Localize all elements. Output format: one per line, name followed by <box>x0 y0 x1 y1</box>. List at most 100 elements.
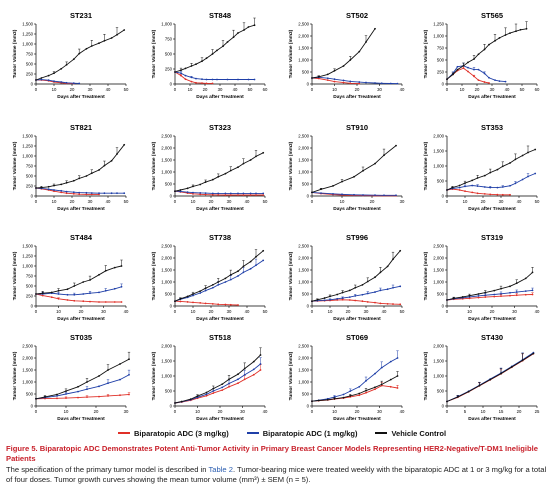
data-point-vehicle <box>379 271 382 274</box>
legend-swatch-vehicle <box>375 432 388 434</box>
data-point-1mg <box>123 192 126 195</box>
data-point-1mg <box>383 194 385 197</box>
chart-st848: ST848 0 250 500 750 1,000 0 10 20 30 40 50 60 Days af… <box>151 11 268 100</box>
y-tick-label: 0 <box>31 82 34 87</box>
x-axis-label: Days after Treatment <box>196 416 244 420</box>
y-tick-label: 500 <box>165 52 173 57</box>
chart-title: ST319 <box>481 233 503 242</box>
data-point-1mg <box>527 175 529 178</box>
x-tick-label: 0 <box>446 199 449 204</box>
data-point-1mg <box>504 80 507 83</box>
data-point-3mg <box>531 293 534 296</box>
data-point-3mg <box>255 194 257 196</box>
x-tick-label: 30 <box>218 87 223 92</box>
series-line-vehicle <box>174 250 264 302</box>
series-line-3mg <box>446 67 490 84</box>
y-tick-label: 2,000 <box>298 34 309 39</box>
x-tick-label: 40 <box>245 309 250 314</box>
data-point-1mg <box>336 297 339 300</box>
x-tick-label: 10 <box>191 309 196 314</box>
data-point-1mg <box>365 379 367 382</box>
y-axis-label: Tumor Volume (mm3) <box>12 141 18 190</box>
y-tick-label: 500 <box>302 292 310 297</box>
x-axis-label: Days after Treatment <box>333 416 381 420</box>
y-tick-label: 1,250 <box>22 144 33 149</box>
data-point-3mg <box>89 300 91 303</box>
data-point-vehicle <box>353 175 355 178</box>
data-point-vehicle <box>174 402 176 404</box>
data-point-1mg <box>120 285 123 288</box>
data-point-vehicle <box>349 59 352 61</box>
x-tick-label: 10 <box>467 309 472 314</box>
y-tick-label: 1,000 <box>433 280 444 285</box>
data-point-3mg <box>399 303 402 306</box>
data-point-1mg <box>262 259 265 262</box>
data-point-vehicle <box>374 276 376 279</box>
data-point-3mg <box>458 189 461 191</box>
data-point-vehicle <box>116 153 118 155</box>
data-point-vehicle <box>73 285 76 287</box>
data-point-1mg <box>180 72 182 75</box>
data-point-1mg <box>374 372 376 375</box>
y-axis-label: Tumor Volume (mm3) <box>12 351 18 400</box>
data-point-3mg <box>473 75 475 78</box>
x-tick-label: 40 <box>245 199 250 204</box>
x-axis-label: Days after Treatment <box>468 94 516 100</box>
data-point-1mg <box>204 192 207 195</box>
x-tick-label: 30 <box>512 309 517 314</box>
x-tick-label: 30 <box>101 309 106 314</box>
data-point-1mg <box>488 76 490 79</box>
data-point-1mg <box>477 295 480 297</box>
data-point-vehicle <box>525 27 528 30</box>
data-point-vehicle <box>189 398 192 400</box>
data-point-1mg <box>89 292 91 295</box>
chart-title: ST821 <box>70 123 92 132</box>
data-point-vehicle <box>500 287 502 290</box>
data-point-3mg <box>496 193 499 196</box>
y-axis-label: Tumor Volume (mm3) <box>151 351 157 400</box>
caption-table-link[interactable]: Table 2 <box>208 465 233 474</box>
y-tick-label: 1,000 <box>22 264 33 269</box>
data-point-1mg <box>116 192 118 195</box>
y-tick-label: 0 <box>31 404 34 409</box>
data-point-1mg <box>195 77 197 80</box>
chart-title: ST565 <box>481 11 503 20</box>
data-point-vehicle <box>57 289 60 292</box>
series-line-1mg <box>174 71 255 80</box>
data-point-1mg <box>242 271 245 274</box>
y-tick-label: 1,500 <box>298 268 309 273</box>
data-point-1mg <box>66 293 69 296</box>
data-point-vehicle <box>85 175 88 177</box>
data-point-vehicle <box>47 185 50 188</box>
x-tick-label: 30 <box>400 199 405 204</box>
data-point-vehicle <box>222 45 224 48</box>
data-point-3mg <box>90 193 93 196</box>
y-tick-label: 1,250 <box>22 254 33 259</box>
data-point-1mg <box>389 82 392 85</box>
data-point-1mg <box>534 172 537 175</box>
data-point-3mg <box>199 301 202 304</box>
y-axis-label: Tumor Volume (mm3) <box>151 251 157 300</box>
data-point-vehicle <box>333 397 336 400</box>
data-point-1mg <box>199 191 202 194</box>
data-point-vehicle <box>211 283 214 286</box>
x-axis-label: Days after Treatment <box>57 316 105 322</box>
y-tick-label: 1,500 <box>298 46 309 51</box>
data-point-1mg <box>216 78 218 81</box>
data-point-1mg <box>82 293 85 295</box>
y-tick-label: 2,500 <box>298 344 309 349</box>
legend-item-vehicle: Vehicle Control <box>375 429 446 438</box>
data-point-vehicle <box>326 73 329 76</box>
data-point-3mg <box>113 301 116 303</box>
data-point-3mg <box>195 81 197 84</box>
data-point-vehicle <box>110 37 113 39</box>
data-point-vehicle <box>329 295 331 298</box>
data-point-1mg <box>473 68 475 71</box>
chart-title: ST738 <box>209 233 231 242</box>
x-tick-label: 0 <box>35 199 38 204</box>
data-point-1mg <box>498 80 501 83</box>
data-point-1mg <box>333 395 336 398</box>
x-tick-label: 10 <box>332 87 337 92</box>
data-point-1mg <box>228 382 230 385</box>
